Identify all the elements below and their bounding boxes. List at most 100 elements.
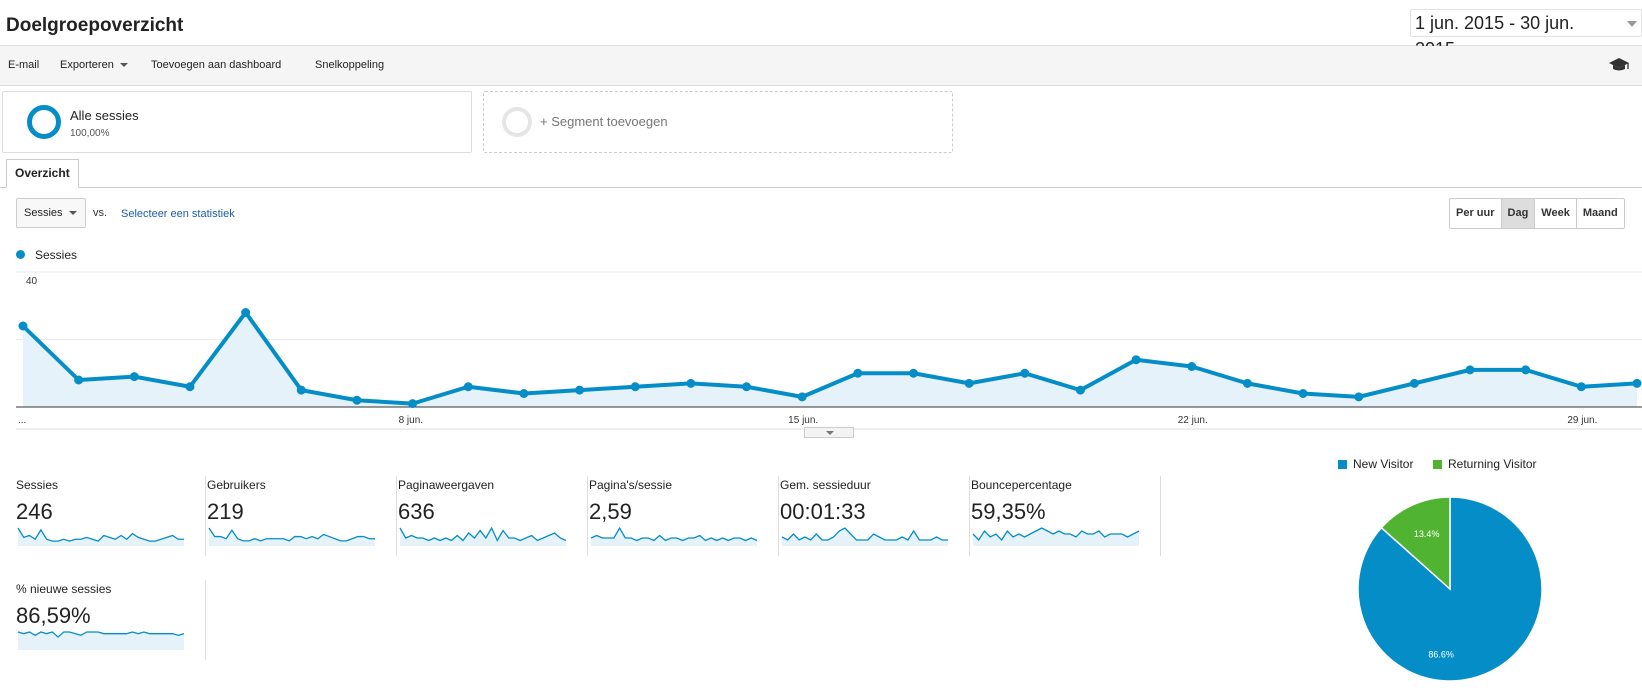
- sparkline: [590, 526, 758, 546]
- metric-value: 86,59%: [16, 603, 91, 628]
- metric-value: 636: [398, 499, 435, 524]
- sparkline-line: [781, 527, 948, 541]
- segment-all-sessions[interactable]: Alle sessies 100,00%: [2, 91, 472, 153]
- data-point[interactable]: [185, 382, 195, 392]
- data-point[interactable]: [1187, 362, 1197, 371]
- data-point[interactable]: [1632, 378, 1642, 388]
- data-point[interactable]: [797, 392, 807, 402]
- data-point[interactable]: [575, 385, 585, 395]
- segment-placeholder-icon: [502, 107, 532, 137]
- chevron-down-icon: [1627, 21, 1637, 27]
- metric-tile[interactable]: Sessies 246: [16, 476, 206, 556]
- data-point[interactable]: [1576, 382, 1586, 392]
- report-toolbar: E-mail Exporteren Toevoegen aan dashboar…: [0, 46, 1642, 86]
- metric-value: 00:01:33: [780, 499, 866, 524]
- data-point[interactable]: [630, 382, 640, 392]
- add-segment-button[interactable]: + Segment toevoegen: [483, 91, 953, 153]
- data-point[interactable]: [1298, 389, 1308, 398]
- graduation-cap-icon[interactable]: [1608, 57, 1630, 73]
- metric-label: Paginaweergaven: [398, 478, 495, 492]
- metric-value: 219: [207, 499, 244, 524]
- sparkline-line: [17, 527, 184, 542]
- metric-tile[interactable]: Paginaweergaven 636: [398, 476, 588, 556]
- tile-divider: [1160, 476, 1161, 556]
- metric-value: 59,35%: [971, 499, 1046, 524]
- metric-tile[interactable]: Gem. sessieduur 00:01:33: [780, 476, 970, 556]
- add-to-dashboard-button[interactable]: Toevoegen aan dashboard: [151, 59, 282, 71]
- data-point[interactable]: [1521, 365, 1531, 375]
- x-tick-label: 15 jun.: [788, 415, 818, 426]
- sparkline-line: [399, 526, 567, 542]
- segment-percent: 100,00%: [70, 128, 110, 139]
- data-point[interactable]: [18, 321, 28, 331]
- shortcut-button[interactable]: Snelkoppeling: [315, 59, 385, 71]
- chart-collapse-handle[interactable]: [804, 427, 854, 438]
- date-range-picker[interactable]: 1 jun. 2015 - 30 jun. 2015: [1410, 9, 1642, 59]
- sparkline-line: [972, 527, 1140, 542]
- granularity-toggle: Per uur Dag Week Maand: [1449, 198, 1625, 229]
- granularity-button[interactable]: Per uur: [1450, 199, 1502, 228]
- series-legend-dot: [16, 250, 25, 259]
- data-point[interactable]: [686, 378, 696, 388]
- data-point[interactable]: [408, 399, 418, 409]
- segment-name: Alle sessies: [70, 108, 139, 123]
- metric-tile[interactable]: Gebruikers 219: [207, 476, 397, 556]
- email-button[interactable]: E-mail: [8, 59, 40, 71]
- sparkline-area: [18, 528, 184, 546]
- granularity-button[interactable]: Dag: [1501, 199, 1536, 228]
- sparkline-line: [208, 527, 375, 542]
- export-label: Exporteren: [60, 59, 114, 71]
- data-point[interactable]: [74, 375, 84, 385]
- x-tick-label: 29 jun.: [1567, 415, 1597, 426]
- data-point[interactable]: [964, 378, 974, 388]
- metric-label: Sessies: [16, 478, 59, 492]
- data-point[interactable]: [1075, 385, 1085, 395]
- sparkline: [781, 527, 948, 546]
- data-point[interactable]: [519, 389, 529, 398]
- metric-label: Pagina's/sessie: [589, 478, 673, 492]
- pie-legend-returning-visitor[interactable]: Returning Visitor: [1433, 457, 1537, 471]
- x-tick-label: 8 jun.: [399, 415, 423, 426]
- metric-tile[interactable]: Pagina's/sessie 2,59: [589, 476, 779, 556]
- data-point[interactable]: [742, 382, 752, 392]
- tab-overview[interactable]: Overzicht: [6, 159, 79, 188]
- pie-legend-new-visitor[interactable]: New Visitor: [1338, 457, 1413, 471]
- data-point[interactable]: [1131, 355, 1141, 365]
- metric-tile[interactable]: Bouncepercentage 59,35%: [971, 476, 1161, 556]
- data-point[interactable]: [1354, 392, 1364, 402]
- metric-value: 246: [16, 499, 53, 524]
- data-point[interactable]: [908, 368, 918, 378]
- add-segment-label: + Segment toevoegen: [540, 114, 668, 129]
- data-point[interactable]: [296, 385, 306, 395]
- series-legend-label[interactable]: Sessies: [35, 248, 78, 262]
- select-statistic-link[interactable]: Selecteer een statistiek: [121, 208, 235, 220]
- tile-divider: [396, 476, 397, 556]
- data-point[interactable]: [241, 308, 251, 317]
- data-point[interactable]: [1242, 378, 1252, 388]
- data-point[interactable]: [1409, 378, 1419, 388]
- metric-select-value: Sessies: [24, 207, 63, 219]
- legend-swatch: [1433, 459, 1442, 469]
- granularity-button[interactable]: Week: [1535, 199, 1577, 228]
- data-point[interactable]: [463, 382, 473, 392]
- data-point[interactable]: [853, 368, 863, 378]
- granularity-button[interactable]: Maand: [1582, 207, 1618, 219]
- metric-select[interactable]: Sessies: [16, 198, 86, 228]
- pie-slice-label: 13.4%: [1414, 529, 1440, 539]
- data-point[interactable]: [1020, 368, 1030, 378]
- x-tick-label: 22 jun.: [1178, 415, 1208, 426]
- pie-slice-label: 86.6%: [1428, 649, 1454, 659]
- tile-divider: [778, 476, 779, 556]
- export-menu[interactable]: Exporteren: [60, 59, 128, 71]
- pie-slice[interactable]: [1380, 496, 1451, 591]
- sparkline-area: [973, 528, 1139, 546]
- metric-tile[interactable]: % nieuwe sessies 86,59%: [16, 580, 206, 660]
- metric-label: Gebruikers: [207, 478, 266, 492]
- sparkline-line: [590, 526, 758, 542]
- data-point[interactable]: [352, 395, 362, 405]
- legend-label: New Visitor: [1353, 457, 1414, 471]
- data-point[interactable]: [1465, 365, 1475, 375]
- data-point[interactable]: [129, 372, 139, 382]
- metric-label: Bouncepercentage: [971, 478, 1072, 492]
- tab-divider: [0, 187, 1642, 188]
